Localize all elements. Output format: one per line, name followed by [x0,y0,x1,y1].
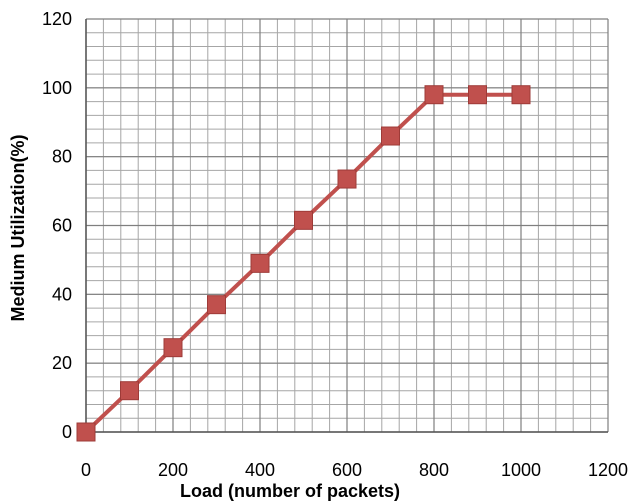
x-tick-label: 0 [81,460,91,480]
y-tick-label: 0 [62,422,72,442]
data-point-marker [120,381,139,401]
data-point-marker [424,85,444,105]
data-point-marker [337,169,357,189]
x-tick-label: 600 [332,460,362,480]
x-tick-label: 400 [245,460,275,480]
grid [85,18,609,433]
x-tick-label: 200 [158,460,188,480]
x-tick-label: 1200 [588,460,628,480]
axes [85,19,608,433]
y-tick-label: 100 [42,78,72,98]
x-tick-label: 800 [419,460,449,480]
y-tick-label: 120 [42,9,72,29]
y-tick-label: 20 [52,353,72,373]
y-axis-title: Medium Utilization(%) [8,135,28,322]
tick-labels: 0 200 400 600 800 1000 1200 0 20 40 60 80 100 120 [42,9,628,480]
data-point-marker [381,126,400,146]
data-point-marker [511,85,531,105]
data-point-marker [250,253,270,273]
x-axis-title: Load (number of packets) [180,481,400,501]
y-tick-label: 80 [52,147,72,167]
y-tick-label: 40 [52,284,72,304]
x-tick-label: 1000 [501,460,541,480]
series [76,85,531,442]
data-point-marker [207,295,226,315]
data-point-marker [468,85,487,105]
data-point-marker [163,338,183,358]
y-tick-label: 60 [52,216,72,236]
data-point-marker [76,422,96,442]
data-point-marker [294,210,313,230]
series-line [84,92,521,434]
